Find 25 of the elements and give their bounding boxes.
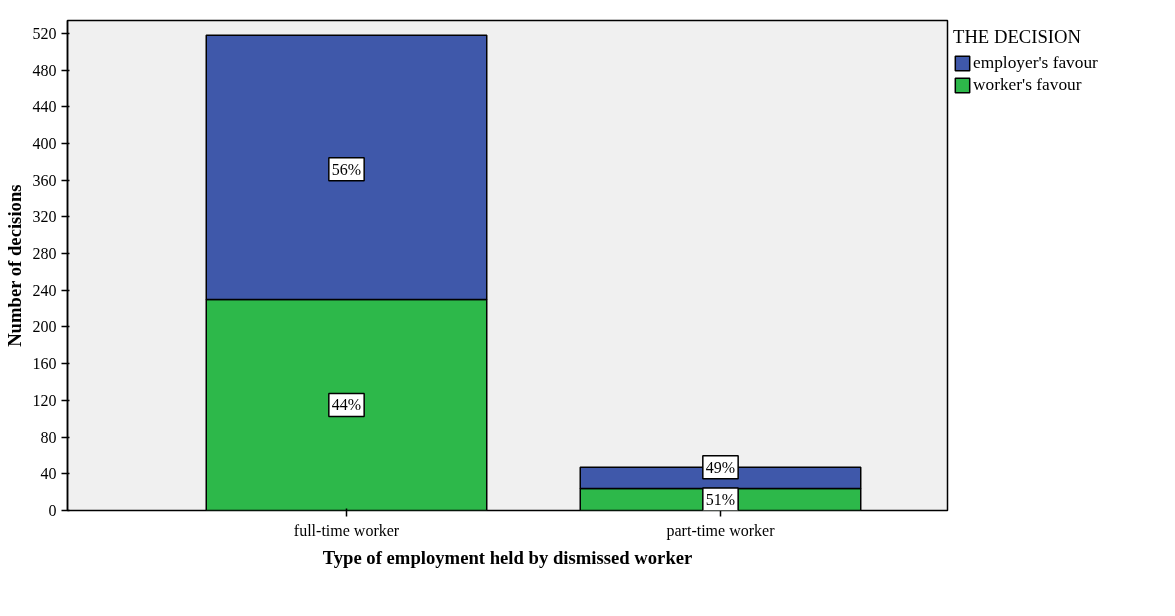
y-tick-label: 520 xyxy=(32,24,57,42)
y-tick-label: 40 xyxy=(40,465,57,483)
y-axis-title: Number of decisions xyxy=(3,184,25,347)
x-tick-label: part-time worker xyxy=(666,521,776,540)
y-tick-label: 80 xyxy=(40,428,57,446)
annotation: 49% xyxy=(705,458,736,476)
y-tick-label: 400 xyxy=(32,134,57,152)
y-tick-label: 440 xyxy=(32,98,57,116)
x-axis-title: Type of employment held by dismissed worker xyxy=(322,546,693,568)
y-tick-label: 280 xyxy=(32,245,57,263)
y-tick-label: 160 xyxy=(32,355,57,373)
y-tick-label: 0 xyxy=(48,502,57,519)
legend-label: employer's favour xyxy=(973,53,1098,73)
y-tick-label: 360 xyxy=(32,171,57,189)
annotation: 56% xyxy=(331,160,362,178)
y-tick-label: 480 xyxy=(32,61,57,79)
annotation: 51% xyxy=(705,490,736,508)
legend-label: worker's favour xyxy=(973,75,1082,95)
y-tick-label: 240 xyxy=(32,281,57,299)
y-tick-label: 200 xyxy=(32,318,57,336)
y-tick-label: 120 xyxy=(32,391,57,409)
annotation: 44% xyxy=(331,396,362,414)
y-tick-label: 320 xyxy=(32,208,57,226)
x-tick-label: full-time worker xyxy=(293,521,400,539)
legend-title: THE DECISION xyxy=(953,26,1082,48)
